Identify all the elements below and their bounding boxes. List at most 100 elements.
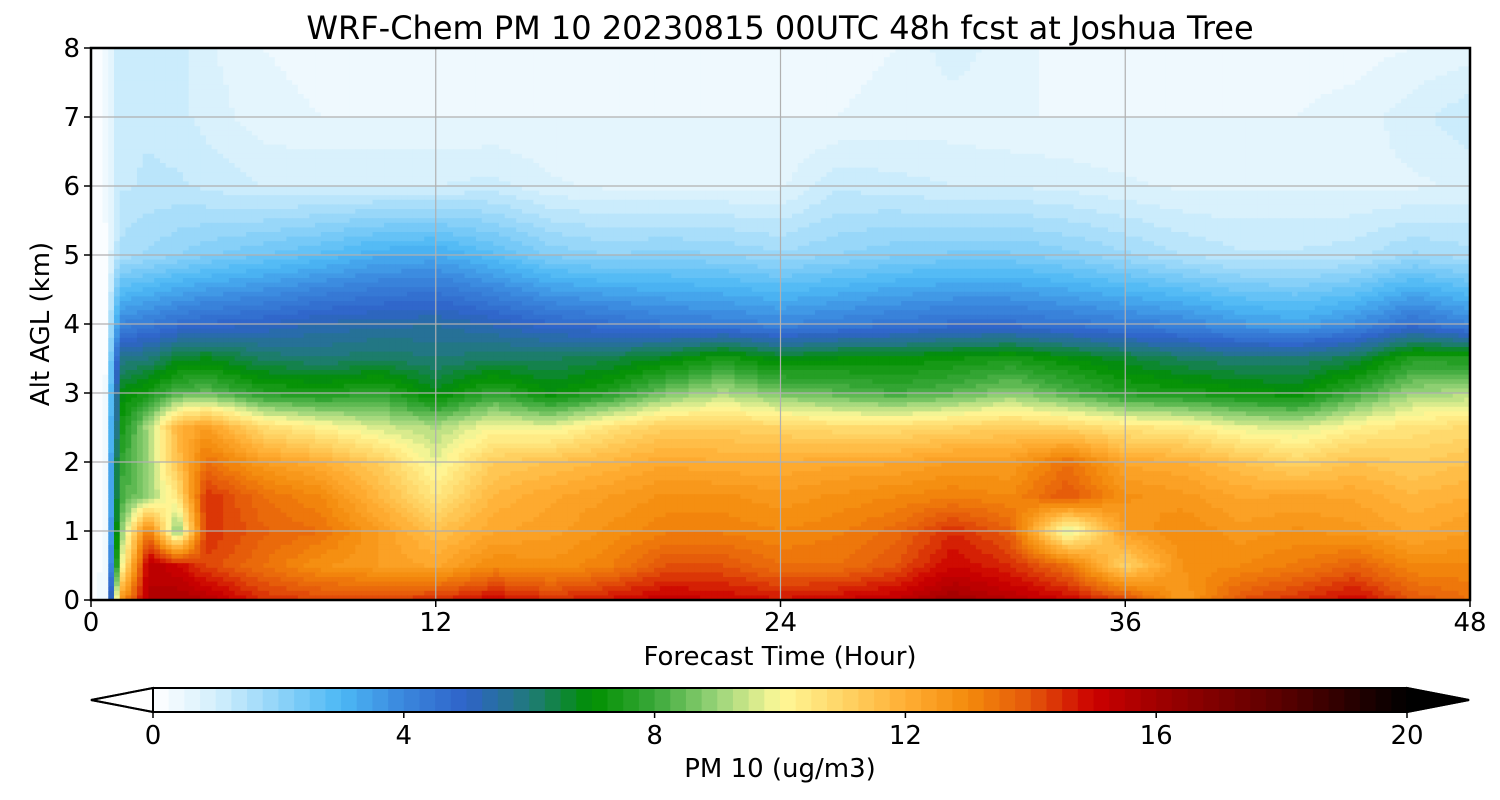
heatmap-cell	[1153, 140, 1161, 146]
heatmap-cell	[407, 94, 414, 100]
heatmap-cell	[366, 126, 374, 132]
heatmap-cell	[642, 84, 649, 90]
heatmap-cell	[671, 94, 678, 100]
heatmap-cell	[1090, 75, 1098, 81]
heatmap-cell	[470, 71, 477, 77]
heatmap-cell	[211, 130, 219, 136]
heatmap-cell	[274, 84, 282, 90]
heatmap-cell	[309, 121, 316, 127]
heatmap-cell	[412, 61, 420, 67]
heatmap-cell	[1021, 61, 1029, 67]
heatmap-cell	[585, 52, 592, 58]
heatmap-cell	[935, 71, 942, 77]
heatmap-cell	[665, 52, 672, 58]
heatmap-cell	[608, 103, 615, 109]
heatmap-cell	[177, 52, 184, 58]
heatmap-cell	[1199, 107, 1207, 113]
heatmap-cell	[1153, 80, 1161, 86]
heatmap-cell	[96, 48, 104, 54]
heatmap-cell	[257, 89, 264, 95]
heatmap-cell	[740, 66, 747, 72]
heatmap-cell	[705, 135, 713, 141]
heatmap-cell	[125, 98, 132, 104]
heatmap-cell	[521, 126, 529, 132]
heatmap-cell	[935, 89, 942, 95]
heatmap-cell	[1401, 117, 1408, 123]
heatmap-cell	[228, 103, 236, 109]
heatmap-cell	[1027, 71, 1034, 77]
heatmap-cell	[1447, 89, 1454, 95]
heatmap-cell	[803, 80, 810, 86]
heatmap-cell	[769, 89, 776, 95]
heatmap-cell	[1274, 130, 1281, 136]
heatmap-cell	[1309, 121, 1316, 127]
heatmap-cell	[1245, 75, 1253, 81]
heatmap-cell	[970, 98, 977, 104]
heatmap-cell	[1171, 135, 1178, 141]
heatmap-cell	[142, 94, 150, 100]
heatmap-cell	[843, 98, 851, 104]
heatmap-cell	[1125, 89, 1132, 95]
heatmap-cell	[625, 66, 632, 72]
heatmap-cell	[694, 94, 701, 100]
heatmap-cell	[1418, 66, 1425, 72]
heatmap-cell	[1165, 75, 1172, 81]
heatmap-cell	[826, 103, 833, 109]
heatmap-cell	[148, 61, 155, 67]
heatmap-cell	[1073, 89, 1080, 95]
heatmap-cell	[814, 140, 822, 146]
heatmap-cell	[1349, 80, 1356, 86]
heatmap-cell	[998, 94, 1006, 100]
heatmap-cell	[700, 71, 707, 77]
heatmap-cell	[263, 89, 270, 95]
heatmap-cell	[688, 66, 695, 72]
heatmap-cell	[246, 75, 253, 81]
heatmap-cell	[527, 126, 535, 132]
heatmap-cell	[1424, 57, 1431, 63]
heatmap-cell	[952, 89, 960, 95]
heatmap-cell	[182, 130, 190, 136]
heatmap-cell	[786, 126, 793, 132]
heatmap-cell	[1372, 89, 1379, 95]
heatmap-cell	[113, 117, 121, 123]
heatmap-cell	[412, 140, 420, 146]
heatmap-cell	[200, 52, 207, 58]
heatmap-cell	[1360, 103, 1368, 109]
heatmap-cell	[452, 130, 460, 136]
heatmap-cell	[286, 98, 293, 104]
heatmap-cell	[251, 80, 259, 86]
heatmap-cell	[1153, 61, 1161, 67]
heatmap-cell	[1355, 89, 1362, 95]
heatmap-cell	[418, 80, 425, 86]
heatmap-cell	[493, 121, 500, 127]
heatmap-cell	[826, 130, 833, 136]
heatmap-cell	[1113, 66, 1121, 72]
heatmap-cell	[263, 121, 270, 127]
heatmap-cell	[1383, 126, 1391, 132]
heatmap-cell	[677, 98, 684, 104]
heatmap-cell	[1429, 61, 1437, 67]
heatmap-cell	[952, 75, 960, 81]
heatmap-cell	[1263, 126, 1270, 132]
heatmap-cell	[154, 103, 161, 109]
heatmap-cell	[125, 66, 132, 72]
heatmap-cell	[1418, 98, 1425, 104]
heatmap-cell	[579, 71, 586, 77]
heatmap-cell	[901, 103, 908, 109]
heatmap-cell	[108, 94, 115, 100]
heatmap-cell	[1113, 61, 1121, 67]
heatmap-cell	[384, 84, 391, 90]
heatmap-cell	[504, 140, 512, 146]
heatmap-cell	[1378, 52, 1385, 58]
heatmap-cell	[1435, 107, 1442, 113]
heatmap-cell	[895, 48, 902, 54]
heatmap-cell	[1291, 52, 1299, 58]
heatmap-cell	[694, 121, 701, 127]
heatmap-cell	[1280, 71, 1287, 77]
heatmap-cell	[608, 80, 615, 86]
heatmap-cell	[901, 57, 908, 63]
heatmap-cell	[1234, 75, 1241, 81]
heatmap-cell	[395, 48, 402, 54]
heatmap-cell	[878, 71, 885, 77]
heatmap-cell	[1199, 94, 1207, 100]
